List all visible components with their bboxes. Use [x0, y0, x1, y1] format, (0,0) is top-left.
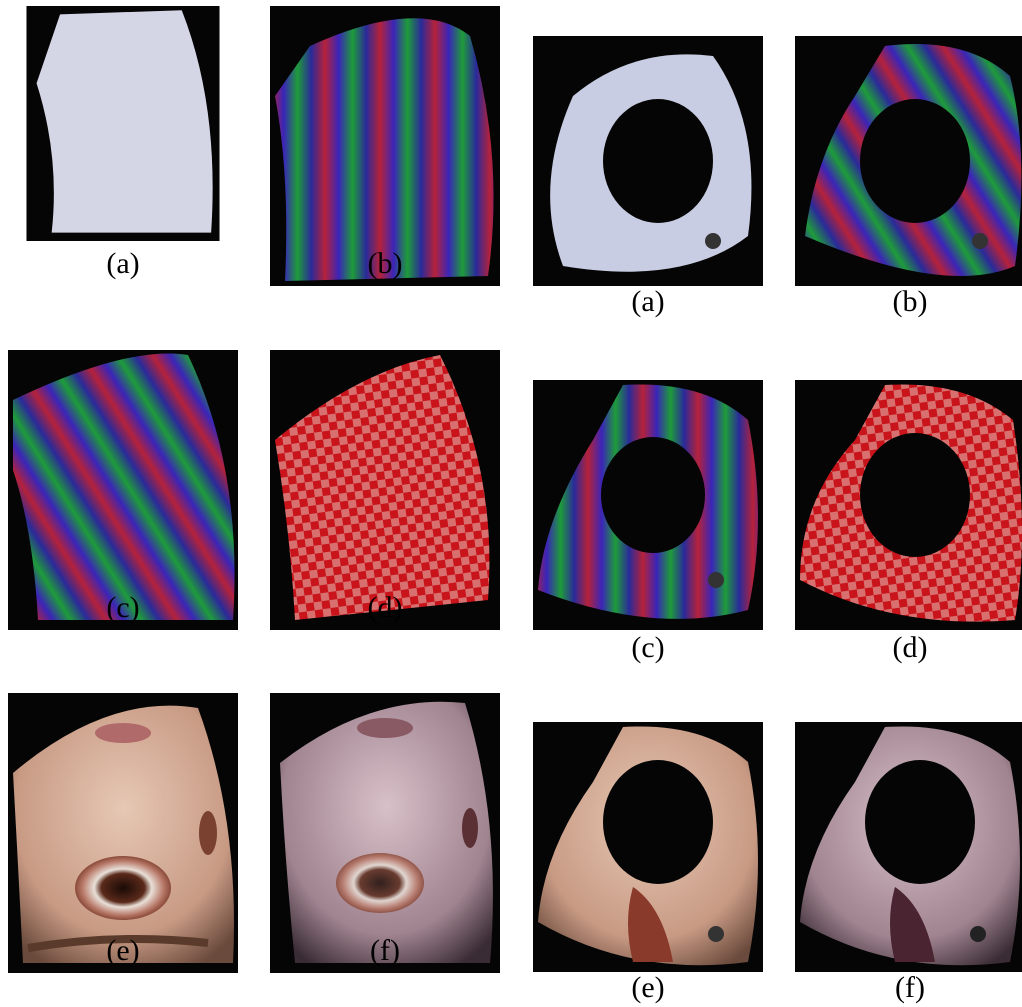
- caption-right-e: (e): [631, 971, 665, 1004]
- caption-left-d: (d): [367, 591, 403, 624]
- right-panel-e: (e): [533, 722, 763, 1004]
- right-panel-d: (d): [795, 380, 1022, 664]
- rainbow-ring-image: [795, 36, 1022, 286]
- caption-left-b: (b): [367, 247, 403, 280]
- right-panel-c: (c): [533, 380, 763, 664]
- white-patch-image: [26, 6, 220, 241]
- left-panel-e: (e): [8, 693, 238, 973]
- caption-right-f: (f): [895, 971, 925, 1004]
- rainbow-diagonal-image: [8, 350, 238, 630]
- projected-ring-image: [795, 722, 1022, 972]
- rainbow-vertical-image: [270, 6, 500, 286]
- left-panel-f: (f): [270, 693, 500, 973]
- eye-texture-image: [8, 693, 238, 973]
- eye-projected-image: [270, 693, 500, 973]
- caption-left-f: (f): [370, 934, 400, 967]
- caption-right-d: (d): [892, 631, 928, 664]
- right-panel-f: (f): [795, 722, 1022, 1004]
- skin-ring-image: [533, 722, 763, 972]
- caption-right-a: (a): [631, 285, 665, 318]
- checker-image: [270, 350, 500, 630]
- caption-left-e: (e): [106, 934, 140, 967]
- rainbow-ring-2-image: [533, 380, 763, 630]
- left-panel-d: (d): [270, 350, 500, 630]
- left-panel-b: (b): [270, 6, 500, 286]
- right-panel-a: (a): [533, 36, 763, 318]
- left-panel-a: (a): [8, 6, 238, 286]
- checker-ring-image: [795, 380, 1022, 630]
- caption-right-c: (c): [631, 631, 665, 664]
- caption-left-a: (a): [106, 247, 140, 280]
- left-panel-c: (c): [8, 350, 238, 630]
- right-panel-b: (b): [795, 36, 1022, 318]
- caption-right-b: (b): [892, 285, 928, 318]
- white-ring-image: [533, 36, 763, 286]
- caption-left-c: (c): [106, 591, 140, 624]
